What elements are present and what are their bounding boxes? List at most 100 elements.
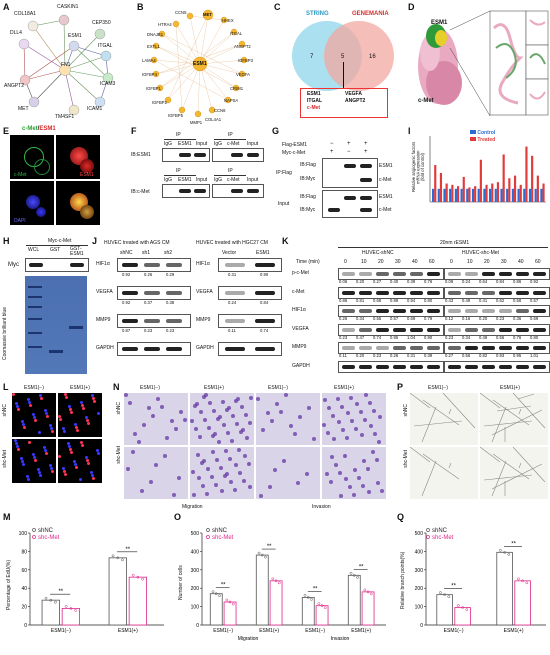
k-band-b-5-4 bbox=[516, 364, 529, 369]
overlap-gene-itgal: ITGAL bbox=[307, 98, 322, 104]
transwell-cell bbox=[210, 475, 214, 479]
chart-q-xlabel-0: ESM1(−) bbox=[444, 628, 464, 634]
k-blot-b-4 bbox=[444, 342, 550, 354]
transwell-cell bbox=[375, 458, 379, 462]
transwell-cell bbox=[296, 481, 300, 485]
edu-nucleus bbox=[85, 456, 88, 459]
transwell-cell bbox=[343, 454, 347, 458]
transwell-cell bbox=[378, 415, 382, 419]
h-header: Myc-c-Met bbox=[48, 238, 72, 244]
k-time-a-4: 40 bbox=[412, 259, 418, 265]
transwell-cell bbox=[218, 415, 222, 419]
j-ags-band-1-2 bbox=[166, 291, 182, 295]
k-time-a-0: 0 bbox=[344, 259, 347, 265]
k-val-b-4-2: 0.82 bbox=[479, 353, 488, 358]
k-val-a-3-3: 0.95 bbox=[390, 334, 399, 340]
string-network bbox=[18, 14, 114, 116]
f-blot-1 bbox=[162, 148, 210, 162]
i-bar-control-3 bbox=[449, 188, 452, 202]
edu-nucleus bbox=[70, 451, 73, 454]
k-val-b-0-2: 0.64 bbox=[479, 279, 488, 284]
edu-nucleus bbox=[14, 439, 17, 442]
i-ylabel: Relative angiogenic factors mRNA express… bbox=[411, 141, 426, 193]
transwell-cell bbox=[334, 463, 338, 467]
overlap-gene-cmet: c-Met bbox=[307, 105, 321, 111]
f-col-cmet-2: c-Met bbox=[227, 177, 240, 183]
k-val-a-3-1: 0.47 bbox=[356, 334, 365, 340]
panel-label-h: H bbox=[3, 236, 10, 246]
transwell-image-1-3 bbox=[322, 447, 386, 499]
chart-m-xlabel-1: ESM1(+) bbox=[118, 628, 138, 634]
chart-m-ytick-1: 20 bbox=[21, 605, 27, 611]
edu-nucleus bbox=[91, 394, 94, 397]
transwell-cell bbox=[340, 405, 344, 409]
tube-network bbox=[480, 393, 546, 443]
i-bar-treated-16 bbox=[525, 146, 528, 202]
edu-nucleus bbox=[45, 452, 48, 455]
transwell-cell bbox=[235, 422, 239, 426]
i-legend-treated: Treated bbox=[477, 137, 496, 143]
transwell-cell bbox=[228, 457, 232, 461]
k-val-b-0-4: 0.86 bbox=[513, 279, 522, 284]
j-ags-band-0-2 bbox=[166, 263, 182, 267]
g-flag-sign-3: + bbox=[364, 141, 368, 147]
transwell-cell bbox=[247, 462, 251, 466]
g-myc-label: Myc-c-Met bbox=[282, 150, 306, 156]
k-val-b-2-4: 0.36 bbox=[513, 316, 522, 321]
k-band-a-5-3 bbox=[393, 364, 406, 369]
j-hgc-band-3-1 bbox=[255, 347, 275, 351]
chart-q-bar-1-0 bbox=[454, 607, 471, 626]
if-esm1-label: ESM1 bbox=[80, 172, 94, 178]
bottom-charts: 020406080100**ESM1(−)**ESM1(+)shNCshc-Me… bbox=[19, 528, 546, 642]
k-val-a-1-0: 0.86 bbox=[339, 297, 348, 303]
transwell-cell bbox=[239, 430, 243, 434]
i-bar-treated-11 bbox=[496, 182, 500, 202]
k-band-b-4-2 bbox=[482, 346, 495, 350]
transwell-cell bbox=[202, 459, 206, 463]
transwell-cell bbox=[293, 432, 297, 436]
panel-label-n: N bbox=[113, 382, 120, 392]
transwell-cell bbox=[355, 402, 359, 406]
k-band-b-1-1 bbox=[465, 290, 478, 295]
transwell-cell bbox=[154, 463, 158, 467]
edu-nucleus bbox=[15, 442, 18, 445]
k-time-a-1: 10 bbox=[361, 259, 367, 265]
edu-nucleus bbox=[39, 394, 42, 397]
node-col4a1: COL4A1 bbox=[205, 117, 222, 122]
panel-label-i: I bbox=[408, 126, 411, 136]
i-bar-treated-1 bbox=[439, 172, 443, 202]
node-angpt2-b: ANGPT2 bbox=[234, 44, 251, 49]
edu-nucleus bbox=[62, 427, 65, 430]
edu-nucleus bbox=[17, 448, 20, 451]
panel-label-j: J bbox=[92, 236, 98, 246]
chart-q-ytick-5: 500 bbox=[415, 531, 424, 537]
edu-nucleus bbox=[16, 405, 19, 408]
chart-o-xlabel-0: ESM1(−) bbox=[213, 628, 233, 634]
transwell-cell bbox=[207, 426, 211, 430]
transwell-cell bbox=[275, 402, 279, 406]
f-col-input-3: Input bbox=[196, 177, 208, 183]
chart-q-bar-1-1 bbox=[514, 580, 531, 626]
f-ip-bar-2 bbox=[214, 139, 246, 140]
node-mmp1: MMP1 bbox=[190, 120, 203, 125]
f-blot-2 bbox=[212, 148, 264, 162]
k-val-a-2-3: 0.57 bbox=[390, 316, 399, 321]
transwell-cell bbox=[279, 410, 283, 414]
g-ib-myc-2: IB:Myc bbox=[300, 207, 316, 213]
transwell-cell bbox=[226, 431, 230, 435]
h-myc-label: Myc bbox=[8, 262, 19, 268]
g-flag-label: Flag-ESM1 bbox=[282, 142, 308, 148]
p-row-shnc: shNC bbox=[403, 404, 409, 417]
k-val-a-0-4: 0.39 bbox=[407, 279, 416, 284]
edu-nucleus bbox=[68, 405, 71, 408]
g-ip-flag: IP:Flag bbox=[276, 170, 292, 176]
if-title-cmet: c-Met bbox=[22, 126, 38, 132]
k-val-b-0-1: 0.24 bbox=[462, 279, 471, 284]
f-col-igg-2: IgG bbox=[214, 141, 223, 147]
transwell-cell bbox=[245, 436, 249, 440]
chart-o-legend-1: shc-Met bbox=[212, 535, 234, 541]
k-val-b-1-1: 0.49 bbox=[462, 297, 471, 303]
chart-m-legend-1: shc-Met bbox=[38, 535, 60, 541]
venn-diagram bbox=[292, 21, 394, 91]
k-band-a-5-1 bbox=[359, 364, 372, 369]
